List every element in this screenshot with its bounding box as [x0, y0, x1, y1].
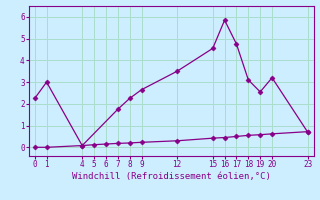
X-axis label: Windchill (Refroidissement éolien,°C): Windchill (Refroidissement éolien,°C): [72, 172, 271, 181]
